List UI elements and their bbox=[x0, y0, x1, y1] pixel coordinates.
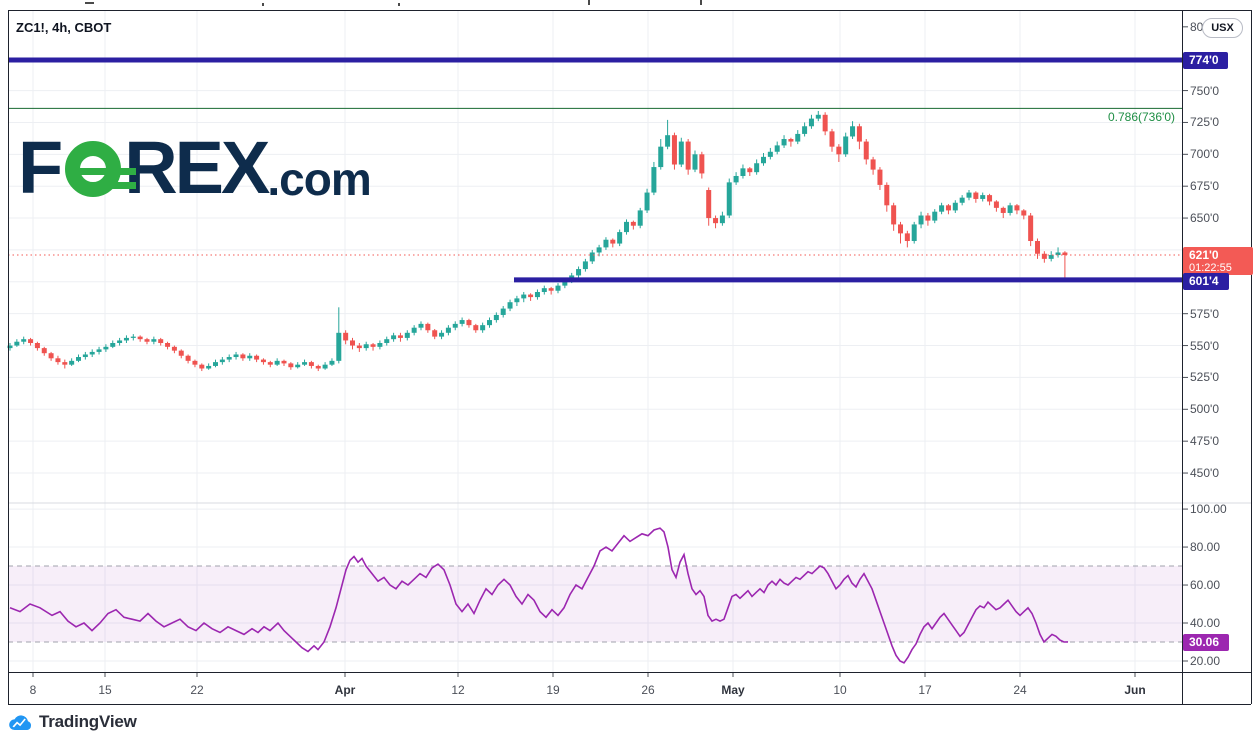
time-tick: Jun bbox=[1124, 683, 1146, 697]
price-tick: 475'0 bbox=[1190, 434, 1219, 449]
watermark-letters-rex: REX bbox=[124, 126, 270, 209]
time-tick: 19 bbox=[546, 683, 560, 697]
price-tick: 525'0 bbox=[1190, 370, 1219, 385]
tradingview-cloud-icon bbox=[9, 714, 31, 730]
time-tick: 15 bbox=[98, 683, 112, 697]
price-tick: 550'0 bbox=[1190, 338, 1219, 353]
indicator-tick: 20.00 bbox=[1190, 653, 1221, 668]
time-tick: 26 bbox=[641, 683, 655, 697]
indicator-value-label: 30.06 bbox=[1183, 633, 1229, 651]
time-tick: May bbox=[721, 683, 745, 697]
resistance-price-label: 774'0 bbox=[1183, 51, 1228, 69]
last-price-label: 621'0 01:22:55 bbox=[1183, 247, 1253, 276]
price-tick: 725'0 bbox=[1190, 115, 1219, 130]
watermark-letter-f: F bbox=[18, 126, 63, 209]
indicator-tick: 40.00 bbox=[1190, 616, 1221, 630]
forex-o-icon bbox=[65, 141, 137, 197]
unit-selector-button[interactable]: USX bbox=[1202, 18, 1243, 38]
tradingview-logo-text: TradingView bbox=[39, 712, 137, 731]
price-tick: 575'0 bbox=[1190, 306, 1219, 321]
tradingview-logo[interactable]: TradingView bbox=[8, 712, 137, 732]
fib-level-label: 0.786(736'0) bbox=[1107, 110, 1175, 125]
price-tick: 650'0 bbox=[1190, 211, 1219, 226]
time-tick: 22 bbox=[190, 683, 204, 697]
price-tick: 750'0 bbox=[1190, 83, 1219, 98]
price-tick: 450'0 bbox=[1190, 466, 1219, 481]
time-tick: 8 bbox=[29, 683, 37, 697]
price-tick: 675'0 bbox=[1190, 179, 1219, 194]
time-tick: Apr bbox=[334, 683, 356, 697]
indicator-tick: 100.00 bbox=[1190, 502, 1227, 517]
symbol-legend[interactable]: ZC1!, 4h, CBOT bbox=[16, 20, 112, 35]
time-tick: 24 bbox=[1013, 683, 1027, 697]
watermark-dot-com: .com bbox=[267, 153, 371, 205]
time-tick: 17 bbox=[918, 683, 932, 697]
time-tick: 12 bbox=[451, 683, 465, 697]
forex-watermark: F REX .com bbox=[18, 126, 372, 209]
bar-countdown: 01:22:55 bbox=[1189, 262, 1232, 275]
time-tick: 10 bbox=[833, 683, 847, 697]
support-price-label: 601'4 bbox=[1183, 272, 1229, 290]
price-tick: 500'0 bbox=[1190, 402, 1219, 417]
price-tick: 700'0 bbox=[1190, 147, 1219, 162]
indicator-tick: 80.00 bbox=[1190, 540, 1221, 555]
indicator-tick: 60.00 bbox=[1190, 578, 1221, 593]
